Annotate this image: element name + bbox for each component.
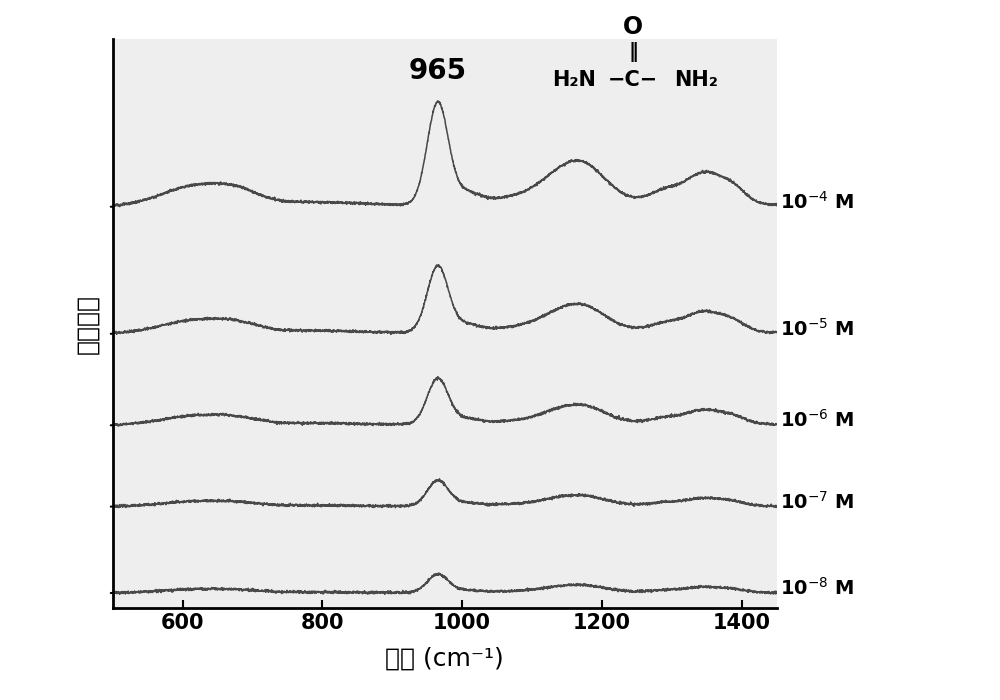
X-axis label: 波速 (cm⁻¹): 波速 (cm⁻¹) <box>385 647 504 671</box>
Text: O: O <box>623 15 643 39</box>
Text: 10$^{-7}$ M: 10$^{-7}$ M <box>780 491 854 512</box>
Text: 10$^{-8}$ M: 10$^{-8}$ M <box>780 577 854 599</box>
Y-axis label: 拉曼强度: 拉曼强度 <box>75 293 99 354</box>
Text: 10$^{-5}$ M: 10$^{-5}$ M <box>780 318 854 340</box>
Text: 10$^{-4}$ M: 10$^{-4}$ M <box>780 190 854 213</box>
Text: NH₂: NH₂ <box>674 70 718 90</box>
Text: 10$^{-6}$ M: 10$^{-6}$ M <box>780 410 854 431</box>
Text: −C−: −C− <box>608 70 658 90</box>
Text: H₂N: H₂N <box>552 70 596 90</box>
Text: ‖: ‖ <box>628 43 638 62</box>
Text: 965: 965 <box>409 57 467 85</box>
